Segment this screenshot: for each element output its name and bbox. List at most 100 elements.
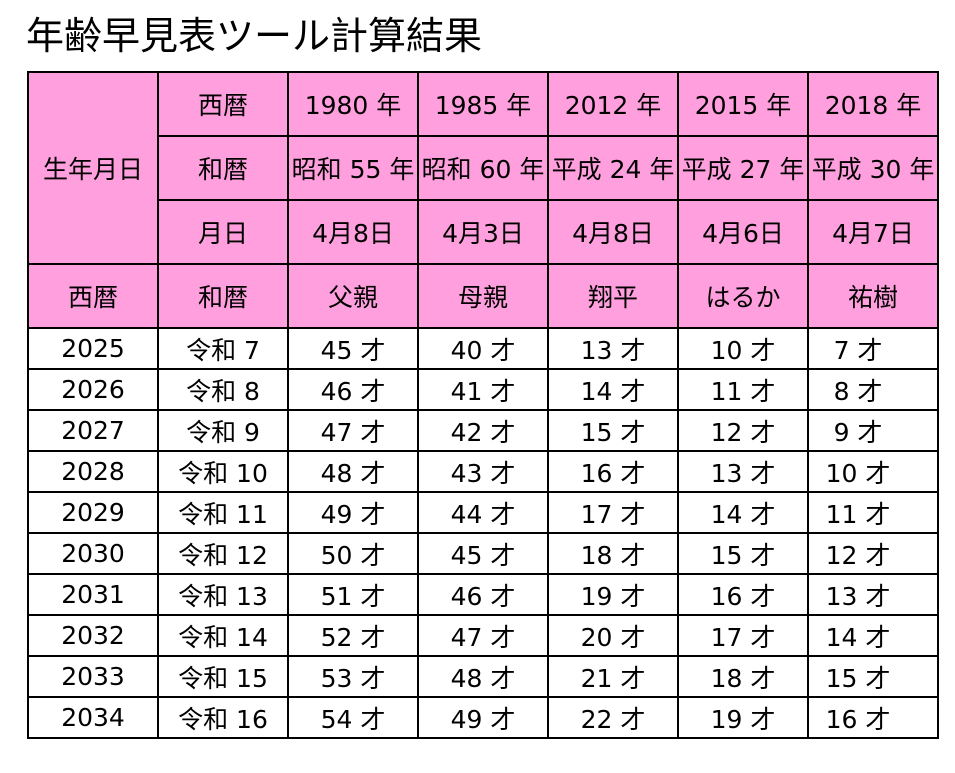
wareki-cell: 昭和 55 年 (287, 135, 419, 201)
gappi-cell: 4月3日 (417, 199, 549, 265)
gappi-cell: 4月7日 (807, 199, 939, 265)
era-cell: 令和 7 (157, 327, 289, 370)
birth-date-label: 生年月日 (27, 71, 159, 265)
person-name: 母親 (417, 263, 549, 329)
age-cell: 46 才 (417, 573, 549, 616)
year-cell: 2033 (27, 655, 159, 698)
age-cell: 40 才 (417, 327, 549, 370)
age-cell: 41 才 (417, 368, 549, 411)
table-row: 2034 令和 16 54 才 49 才 22 才 19 才 16 才 (27, 696, 939, 739)
age-cell: 44 才 (417, 491, 549, 534)
age-cell: 22 才 (547, 696, 679, 739)
age-cell: 43 才 (417, 450, 549, 493)
age-cell: 49 才 (287, 491, 419, 534)
table-row: 2028 令和 10 48 才 43 才 16 才 13 才 10 才 (27, 450, 939, 493)
era-cell: 令和 8 (157, 368, 289, 411)
age-cell: 20 才 (547, 614, 679, 657)
header-row-names: 西暦 和暦 父親 母親 翔平 はるか 祐樹 (27, 263, 939, 329)
year-cell: 2031 (27, 573, 159, 616)
age-cell: 11 才 (807, 491, 939, 534)
age-cell: 51 才 (287, 573, 419, 616)
age-cell: 13 才 (807, 573, 939, 616)
age-cell: 10 才 (677, 327, 809, 370)
era-cell: 令和 10 (157, 450, 289, 493)
gappi-cell: 4月6日 (677, 199, 809, 265)
age-cell: 45 才 (417, 532, 549, 575)
age-cell: 19 才 (547, 573, 679, 616)
year-cell: 2026 (27, 368, 159, 411)
year-cell: 2027 (27, 409, 159, 452)
era-cell: 令和 16 (157, 696, 289, 739)
table-row: 2029 令和 11 49 才 44 才 17 才 14 才 11 才 (27, 491, 939, 534)
age-cell: 48 才 (287, 450, 419, 493)
era-cell: 令和 9 (157, 409, 289, 452)
row-label-wareki: 和暦 (157, 135, 289, 201)
age-cell: 12 才 (677, 409, 809, 452)
header-row-seireki: 生年月日 西暦 1980 年 1985 年 2012 年 2015 年 2018… (27, 71, 939, 265)
age-cell: 15 才 (807, 655, 939, 698)
page-title: 年齢早見表ツール計算結果 (26, 14, 483, 58)
age-cell: 14 才 (807, 614, 939, 657)
table-row: 2033 令和 15 53 才 48 才 21 才 18 才 15 才 (27, 655, 939, 698)
era-cell: 令和 14 (157, 614, 289, 657)
col-header-wareki: 和暦 (157, 263, 289, 329)
age-cell: 45 才 (287, 327, 419, 370)
age-cell: 14 才 (547, 368, 679, 411)
age-cell: 17 才 (547, 491, 679, 534)
age-cell: 53 才 (287, 655, 419, 698)
age-cell: 12 才 (807, 532, 939, 575)
year-cell: 2032 (27, 614, 159, 657)
year-cell: 2034 (27, 696, 159, 739)
person-name: 父親 (287, 263, 419, 329)
age-cell: 21 才 (547, 655, 679, 698)
age-cell: 15 才 (547, 409, 679, 452)
era-cell: 令和 12 (157, 532, 289, 575)
age-cell: 18 才 (677, 655, 809, 698)
age-cell: 18 才 (547, 532, 679, 575)
row-label-seireki: 西暦 (157, 71, 289, 137)
year-cell: 2030 (27, 532, 159, 575)
gappi-cell: 4月8日 (547, 199, 679, 265)
age-cell: 42 才 (417, 409, 549, 452)
row-label-gappi: 月日 (157, 199, 289, 265)
age-cell: 10 才 (807, 450, 939, 493)
table-row: 2031 令和 13 51 才 46 才 19 才 16 才 13 才 (27, 573, 939, 616)
age-cell: 13 才 (547, 327, 679, 370)
header-row-wareki: 和暦 昭和 55 年 昭和 60 年 平成 24 年 平成 27 年 平成 30… (28, 135, 939, 201)
wareki-cell: 平成 24 年 (547, 135, 679, 201)
table-row: 2032 令和 14 52 才 47 才 20 才 17 才 14 才 (27, 614, 939, 657)
era-cell: 令和 11 (157, 491, 289, 534)
age-cell: 47 才 (417, 614, 549, 657)
age-cell: 8 才 (807, 368, 939, 411)
age-cell: 13 才 (677, 450, 809, 493)
seireki-cell: 1980 年 (287, 71, 419, 137)
age-cell: 15 才 (677, 532, 809, 575)
wareki-cell: 平成 30 年 (807, 135, 939, 201)
year-cell: 2025 (27, 327, 159, 370)
age-cell: 9 才 (807, 409, 939, 452)
person-name: 翔平 (547, 263, 679, 329)
age-cell: 19 才 (677, 696, 809, 739)
year-cell: 2028 (27, 450, 159, 493)
wareki-cell: 昭和 60 年 (417, 135, 549, 201)
seireki-cell: 2012 年 (547, 71, 679, 137)
seireki-cell: 2015 年 (677, 71, 809, 137)
person-name: はるか (677, 263, 809, 329)
header-row-gappi: 月日 4月8日 4月3日 4月8日 4月6日 4月7日 (28, 199, 939, 265)
person-name: 祐樹 (807, 263, 939, 329)
age-cell: 46 才 (287, 368, 419, 411)
age-cell: 54 才 (287, 696, 419, 739)
age-cell: 11 才 (677, 368, 809, 411)
gappi-cell: 4月8日 (287, 199, 419, 265)
seireki-cell: 2018 年 (807, 71, 939, 137)
age-cell: 7 才 (807, 327, 939, 370)
year-cell: 2029 (27, 491, 159, 534)
age-cell: 47 才 (287, 409, 419, 452)
age-cell: 16 才 (547, 450, 679, 493)
age-cell: 50 才 (287, 532, 419, 575)
col-header-seireki: 西暦 (27, 263, 159, 329)
